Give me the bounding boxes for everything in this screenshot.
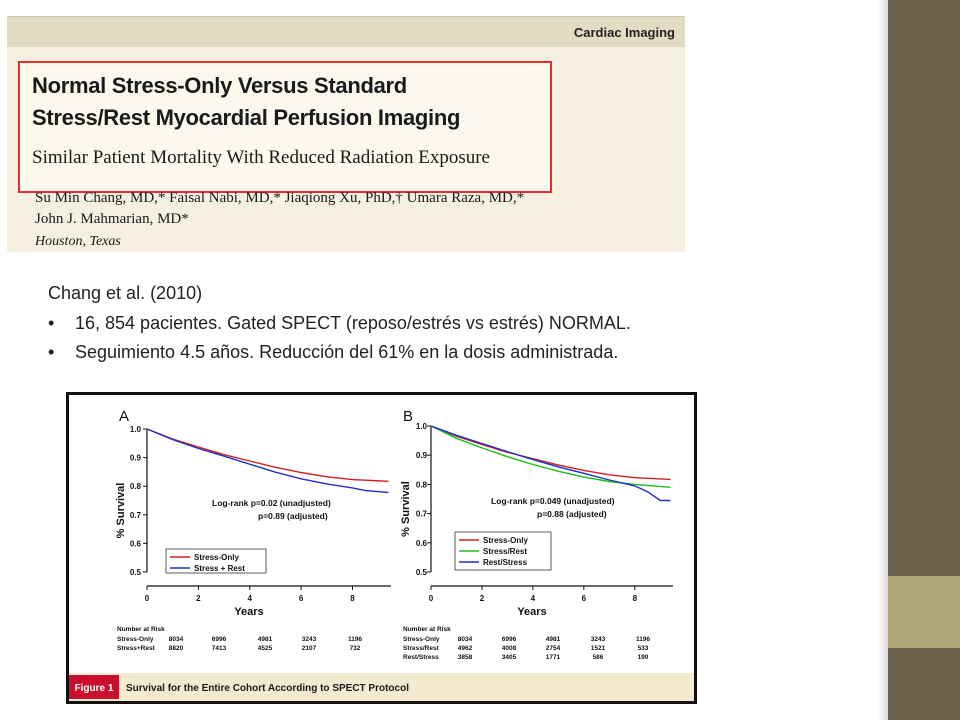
x-axis-title: Years xyxy=(517,606,546,618)
x-tick-label: 0 xyxy=(429,594,434,603)
y-tick-label: 0.6 xyxy=(416,539,428,548)
risk-table-header: Number at Risk xyxy=(117,626,165,633)
figure-caption: Survival for the Entire Cohort According… xyxy=(126,683,409,694)
risk-value: 732 xyxy=(350,645,361,652)
panel-label: A xyxy=(119,408,129,425)
journal-section-bar: Cardiac Imaging xyxy=(7,16,685,47)
risk-value: 1196 xyxy=(636,636,650,643)
survival-curve-line xyxy=(430,425,671,481)
figure-label-box xyxy=(69,675,119,699)
survival-figure-svg: Figure 1 Survival for the Entire Cohort A… xyxy=(69,408,694,701)
risk-value: 190 xyxy=(638,654,649,661)
legend-box xyxy=(165,548,267,574)
y-tick-label: 0.8 xyxy=(130,482,142,491)
risk-value: 8034 xyxy=(458,636,473,643)
risk-value: 4981 xyxy=(546,636,561,643)
x-tick-label: 2 xyxy=(480,594,485,603)
survival-figure: Figure 1 Survival for the Entire Cohort A… xyxy=(66,392,697,704)
y-tick-label: 0.9 xyxy=(130,454,142,463)
caption-strip xyxy=(69,673,694,701)
logrank-annotation: Log-rank p=0.049 (unadjusted) xyxy=(491,496,615,506)
y-tick-label: 0.9 xyxy=(416,451,428,460)
bullet-item: • Seguimiento 4.5 años. Reducción del 61%… xyxy=(48,342,618,363)
x-tick-label: 0 xyxy=(145,594,150,603)
y-tick-label: 0.8 xyxy=(416,480,428,489)
citation: Chang et al. (2010) xyxy=(48,283,203,303)
x-axis-title: Years xyxy=(234,606,263,618)
risk-row-label: Rest/Stress xyxy=(403,654,439,661)
bullet-dot-icon: • xyxy=(48,342,55,362)
author-line-1: Su Min Chang, MD,* Faisal Nabi, MD,* Jia… xyxy=(35,190,525,206)
logrank-annotation: Log-rank p=0.02 (unadjusted) xyxy=(212,498,331,508)
bullet-dot-icon: • xyxy=(48,313,55,333)
risk-value: 586 xyxy=(593,654,604,661)
risk-value: 2107 xyxy=(302,645,317,652)
y-tick-label: 1.0 xyxy=(416,422,428,431)
legend-entry: Stress + Rest xyxy=(194,564,245,573)
risk-value: 3243 xyxy=(302,636,317,643)
article-title-line-2: Stress/Rest Myocardial Perfusion Imaging xyxy=(32,105,461,130)
risk-value: 4962 xyxy=(458,645,473,652)
risk-value: 3858 xyxy=(458,654,473,661)
risk-value: 6996 xyxy=(502,636,517,643)
risk-value: 8820 xyxy=(169,645,184,652)
y-tick-label: 0.5 xyxy=(130,568,142,577)
risk-value: 1196 xyxy=(348,636,362,643)
article-title-line-1: Normal Stress-Only Versus Standard xyxy=(32,73,407,98)
survival-curve-line xyxy=(146,428,389,482)
logrank-annotation: p=0.89 (adjusted) xyxy=(258,511,328,521)
y-tick-label: 0.6 xyxy=(130,539,142,548)
article-title-box: Normal Stress-Only Versus Standard Stres… xyxy=(18,61,552,193)
bullet-text: Seguimiento 4.5 años. Reducción del 61% … xyxy=(75,342,619,362)
y-axis-title: % Survival xyxy=(400,481,412,537)
risk-row-label: Stress-Only xyxy=(117,636,154,643)
author-location: Houston, Texas xyxy=(35,234,121,249)
y-axis-title: % Survival xyxy=(115,483,127,539)
legend-entry: Rest/Stress xyxy=(483,558,528,567)
survival-curve-line xyxy=(430,425,671,502)
risk-row-label: Stress-Only xyxy=(403,636,440,643)
x-tick-label: 4 xyxy=(248,594,253,603)
risk-value: 8034 xyxy=(169,636,184,643)
survival-curve-line xyxy=(146,428,389,494)
x-tick-label: 6 xyxy=(582,594,587,603)
legend-entry: Stress-Only xyxy=(483,536,528,545)
y-tick-label: 0.5 xyxy=(416,568,428,577)
article-header-image: Cardiac Imaging Normal Stress-Only Versu… xyxy=(7,16,685,252)
risk-value: 4008 xyxy=(502,645,517,652)
article-subtitle: Similar Patient Mortality With Reduced R… xyxy=(32,147,490,168)
risk-row-label: Stress+Rest xyxy=(117,645,156,652)
figure-label: Figure 1 xyxy=(75,683,114,694)
risk-value: 4525 xyxy=(258,645,273,652)
y-tick-label: 0.7 xyxy=(416,510,428,519)
x-tick-label: 2 xyxy=(196,594,201,603)
x-tick-label: 4 xyxy=(531,594,536,603)
x-tick-label: 8 xyxy=(633,594,638,603)
risk-value: 1771 xyxy=(546,654,561,661)
risk-value: 1521 xyxy=(591,645,606,652)
band-shadow xyxy=(878,0,888,720)
risk-value: 2754 xyxy=(546,645,561,652)
section-label: Cardiac Imaging xyxy=(573,25,675,40)
risk-value: 3243 xyxy=(591,636,606,643)
author-line-2: John J. Mahmarian, MD* xyxy=(35,211,189,227)
legend-entry: Stress-Only xyxy=(194,553,239,562)
panel-label: B xyxy=(403,408,413,425)
risk-value: 7413 xyxy=(212,645,227,652)
legend-entry: Stress/Rest xyxy=(483,547,527,556)
bullet-text: 16, 854 pacientes. Gated SPECT (reposo/e… xyxy=(75,313,631,333)
side-band-accent xyxy=(888,576,960,648)
x-tick-label: 6 xyxy=(299,594,304,603)
logrank-annotation: p=0.88 (adjusted) xyxy=(537,509,607,519)
risk-value: 6996 xyxy=(212,636,227,643)
y-tick-label: 1.0 xyxy=(130,425,142,434)
risk-value: 533 xyxy=(638,645,649,652)
y-tick-label: 0.7 xyxy=(130,511,142,520)
risk-row-label: Stress/Rest xyxy=(403,645,440,652)
risk-value: 3405 xyxy=(502,654,517,661)
risk-value: 4981 xyxy=(258,636,273,643)
risk-table-header: Number at Risk xyxy=(403,626,451,633)
x-tick-label: 8 xyxy=(350,594,355,603)
bullet-item: • 16, 854 pacientes. Gated SPECT (reposo/… xyxy=(48,313,631,334)
